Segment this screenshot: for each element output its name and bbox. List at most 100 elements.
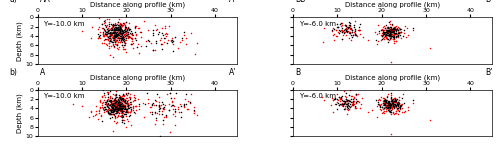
Point bbox=[124, 37, 132, 39]
Point bbox=[118, 106, 126, 108]
Point bbox=[384, 105, 392, 107]
Point bbox=[392, 110, 400, 112]
Point bbox=[356, 23, 364, 26]
Point bbox=[120, 106, 128, 108]
Point bbox=[112, 105, 120, 108]
Point bbox=[102, 24, 110, 27]
Point bbox=[112, 37, 120, 40]
Point bbox=[386, 104, 394, 106]
Point bbox=[120, 22, 128, 24]
Point bbox=[335, 96, 343, 98]
Point bbox=[346, 28, 354, 30]
Point bbox=[160, 108, 168, 110]
Point bbox=[318, 96, 326, 98]
Point bbox=[116, 33, 124, 35]
Point bbox=[122, 102, 130, 104]
Point bbox=[114, 47, 122, 49]
Point bbox=[115, 96, 123, 99]
Point bbox=[102, 105, 110, 108]
Point bbox=[112, 39, 120, 41]
Point bbox=[394, 104, 402, 106]
Point bbox=[340, 24, 348, 26]
Point bbox=[115, 28, 123, 31]
Text: B’: B’ bbox=[485, 68, 492, 77]
Point bbox=[177, 105, 185, 107]
Point bbox=[126, 111, 134, 114]
Point bbox=[340, 32, 348, 35]
Point bbox=[102, 31, 110, 34]
Point bbox=[110, 108, 118, 111]
Point bbox=[338, 37, 346, 40]
Point bbox=[386, 33, 394, 35]
Point bbox=[380, 107, 388, 110]
Point bbox=[160, 108, 168, 110]
Point bbox=[100, 99, 108, 101]
Point bbox=[382, 106, 390, 109]
Point bbox=[114, 33, 122, 35]
Point bbox=[114, 108, 122, 111]
Point bbox=[100, 35, 108, 37]
Point bbox=[126, 96, 134, 98]
Point bbox=[108, 31, 116, 33]
Point bbox=[160, 37, 168, 39]
Point bbox=[388, 28, 396, 30]
Point bbox=[116, 108, 124, 110]
Point bbox=[100, 20, 108, 22]
Point bbox=[113, 43, 121, 46]
Point bbox=[119, 115, 127, 117]
Point bbox=[346, 103, 354, 105]
Point bbox=[349, 104, 357, 107]
Point bbox=[104, 29, 112, 32]
Point bbox=[97, 114, 105, 116]
Point bbox=[342, 92, 350, 94]
Point bbox=[170, 109, 178, 112]
Point bbox=[112, 104, 120, 106]
Point bbox=[360, 36, 368, 39]
Point bbox=[112, 94, 120, 97]
Point bbox=[168, 104, 176, 107]
Point bbox=[102, 98, 110, 101]
Point bbox=[118, 99, 126, 101]
Point bbox=[386, 103, 394, 106]
Point bbox=[154, 31, 162, 33]
Point bbox=[385, 38, 393, 41]
Point bbox=[120, 104, 128, 106]
Point bbox=[341, 107, 349, 110]
Point bbox=[104, 96, 112, 98]
Point bbox=[345, 107, 353, 110]
Point bbox=[116, 22, 124, 25]
Point bbox=[396, 31, 404, 33]
Point bbox=[110, 28, 118, 30]
Point bbox=[378, 35, 386, 37]
Point bbox=[124, 92, 132, 94]
Point bbox=[176, 103, 184, 105]
Point bbox=[187, 93, 195, 96]
Point bbox=[384, 27, 392, 30]
Point bbox=[391, 97, 399, 99]
Point bbox=[124, 96, 132, 98]
Point bbox=[380, 107, 388, 109]
Point bbox=[103, 31, 111, 33]
Point bbox=[379, 103, 387, 106]
Point bbox=[385, 100, 393, 103]
Point bbox=[112, 27, 120, 29]
Point bbox=[124, 33, 132, 36]
Point bbox=[182, 43, 190, 46]
Point bbox=[122, 27, 130, 29]
Point bbox=[113, 110, 121, 112]
Point bbox=[118, 119, 126, 121]
Point bbox=[387, 32, 395, 35]
Text: BB: BB bbox=[295, 0, 305, 4]
Point bbox=[112, 109, 120, 111]
Point bbox=[110, 112, 118, 114]
Point bbox=[390, 32, 398, 34]
Point bbox=[110, 97, 118, 99]
Point bbox=[118, 36, 126, 38]
Point bbox=[402, 27, 410, 29]
Point bbox=[386, 104, 394, 106]
Point bbox=[389, 37, 397, 40]
Point bbox=[100, 38, 108, 40]
Point bbox=[126, 103, 134, 106]
Point bbox=[377, 39, 385, 41]
Point bbox=[108, 110, 116, 112]
